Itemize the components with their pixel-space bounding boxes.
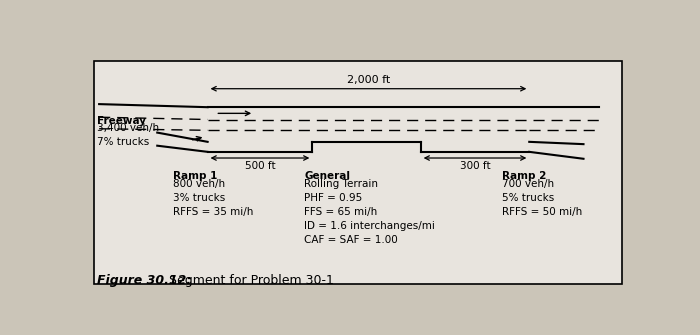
Text: Ramp 1: Ramp 1 [173, 171, 217, 181]
Text: 700 veh/h
5% trucks
RFFS = 50 mi/h: 700 veh/h 5% trucks RFFS = 50 mi/h [502, 179, 582, 217]
Bar [94, 61, 622, 284]
Text: 2,000 ft: 2,000 ft [346, 75, 390, 85]
Text: 500 ft: 500 ft [244, 161, 275, 171]
Text: Rolling Terrain
PHF = 0.95
FFS = 65 mi/h
ID = 1.6 interchanges/mi
CAF = SAF = 1.: Rolling Terrain PHF = 0.95 FFS = 65 mi/h… [304, 179, 435, 245]
Text: 3,400 veh/h
7% trucks: 3,400 veh/h 7% trucks [97, 123, 159, 147]
Text: Figure 30.12:: Figure 30.12: [97, 274, 191, 287]
Text: General: General [304, 171, 351, 181]
Text: 800 veh/h
3% trucks
RFFS = 35 mi/h: 800 veh/h 3% trucks RFFS = 35 mi/h [173, 179, 253, 217]
Text: Ramp 2: Ramp 2 [502, 171, 547, 181]
Text: 300 ft: 300 ft [460, 161, 490, 171]
Text: Segment for Problem 30-1: Segment for Problem 30-1 [169, 274, 334, 287]
Text: Freeway: Freeway [97, 116, 146, 126]
